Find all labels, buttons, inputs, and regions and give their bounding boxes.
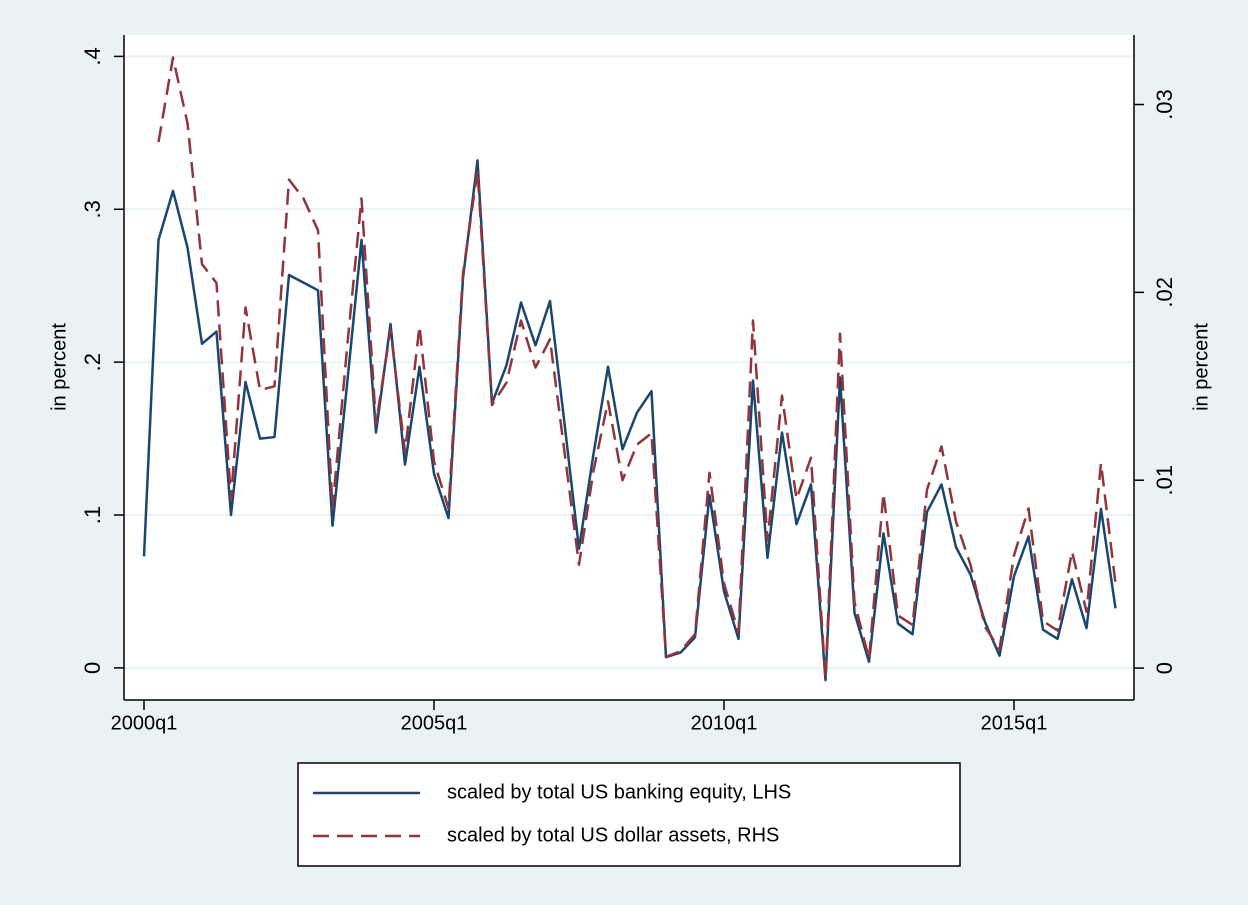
x-tick-label: 2000q1 <box>111 712 178 734</box>
y-tick-label: .4 <box>80 47 105 65</box>
y2-axis-title: in percent <box>1190 323 1212 411</box>
x-tick-label: 2015q1 <box>981 712 1048 734</box>
y2-tick-label: .01 <box>1152 465 1177 496</box>
y2-tick-label: 0 <box>1152 662 1177 674</box>
y-tick-label: .2 <box>80 353 105 371</box>
y-tick-label: .3 <box>80 200 105 218</box>
legend-label: scaled by total US dollar assets, RHS <box>447 824 779 846</box>
series-line <box>157 56 1117 681</box>
y-tick-label: .1 <box>80 506 105 524</box>
legend-label: scaled by total US banking equity, LHS <box>447 781 791 803</box>
legend-box <box>297 762 961 867</box>
y-axis-title: in percent <box>48 323 70 411</box>
plot-area <box>124 35 1134 700</box>
y2-tick-label: .02 <box>1152 277 1177 308</box>
y2-tick-label: .03 <box>1152 89 1177 120</box>
x-tick-label: 2005q1 <box>401 712 468 734</box>
x-tick-label: 2010q1 <box>691 712 758 734</box>
series-line <box>142 159 1117 682</box>
y-tick-label: 0 <box>80 662 105 674</box>
